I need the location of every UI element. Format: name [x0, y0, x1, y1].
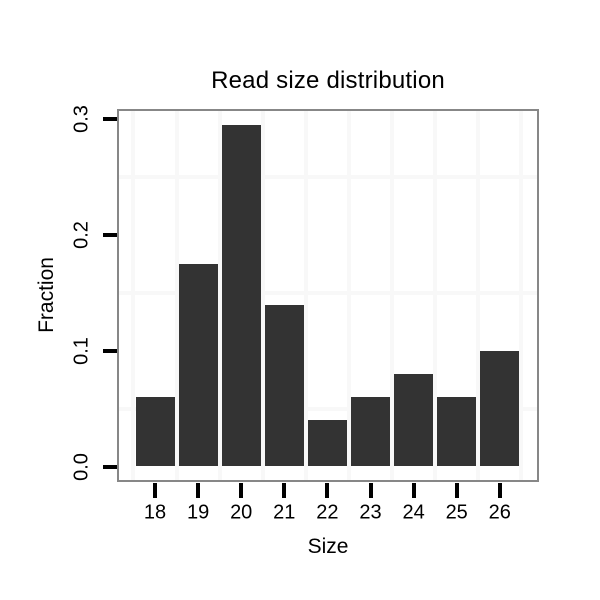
x-tick-label: 25 — [445, 501, 468, 524]
x-tick-label: 24 — [402, 501, 425, 524]
x-axis-tick — [497, 483, 502, 498]
plot-panel — [117, 109, 539, 482]
x-axis-tick — [368, 483, 373, 498]
x-tick-label: 19 — [186, 501, 210, 524]
vertical-gridline — [217, 109, 222, 482]
x-axis-tick — [239, 483, 244, 498]
x-tick-label: 22 — [316, 501, 339, 524]
bar-23 — [351, 397, 390, 467]
x-tick-label: 18 — [143, 501, 167, 524]
x-tick-label: 23 — [359, 501, 382, 524]
x-tick-label: 21 — [273, 501, 296, 524]
vertical-gridline — [346, 109, 351, 482]
chart-title: Read size distribution — [211, 67, 445, 94]
horizontal-gridline — [117, 406, 539, 411]
vertical-gridline — [519, 109, 524, 482]
y-tick-label: 0.0 — [70, 452, 93, 481]
vertical-gridline — [131, 109, 136, 482]
x-axis-tick — [454, 483, 459, 498]
vertical-gridline — [433, 109, 438, 482]
grid-layer — [117, 109, 539, 482]
bar-21 — [264, 304, 304, 467]
bars-layer — [117, 109, 539, 482]
vertical-gridline — [260, 109, 265, 482]
horizontal-gridline — [117, 175, 539, 180]
vertical-gridline — [174, 109, 179, 482]
x-axis-title: Size — [307, 535, 349, 558]
x-axis-tick — [282, 483, 287, 498]
y-axis-tick — [103, 348, 117, 353]
bar-19 — [178, 264, 218, 467]
y-axis-tick — [103, 117, 117, 122]
vertical-gridline — [476, 109, 481, 482]
y-tick-label: 0.3 — [70, 105, 93, 134]
bar-18 — [135, 397, 175, 467]
y-axis-tick — [103, 233, 117, 238]
y-axis-tick — [103, 464, 117, 469]
bar-20 — [221, 125, 261, 467]
x-axis-tick — [411, 483, 416, 498]
x-axis-tick — [153, 483, 157, 498]
x-tick-label: 26 — [488, 501, 511, 524]
x-axis-tick — [196, 483, 201, 498]
bar-26 — [480, 350, 520, 467]
vertical-gridline — [303, 109, 308, 482]
x-tick-label: 20 — [230, 501, 253, 524]
y-axis-title: Fraction — [35, 257, 58, 333]
horizontal-gridline — [117, 290, 539, 295]
vertical-gridline — [390, 109, 395, 482]
bar-22 — [307, 420, 347, 467]
y-tick-label: 0.1 — [70, 336, 93, 365]
bar-24 — [394, 373, 434, 467]
bar-25 — [437, 397, 477, 467]
x-axis-tick — [325, 483, 330, 498]
y-tick-label: 0.2 — [70, 221, 93, 249]
